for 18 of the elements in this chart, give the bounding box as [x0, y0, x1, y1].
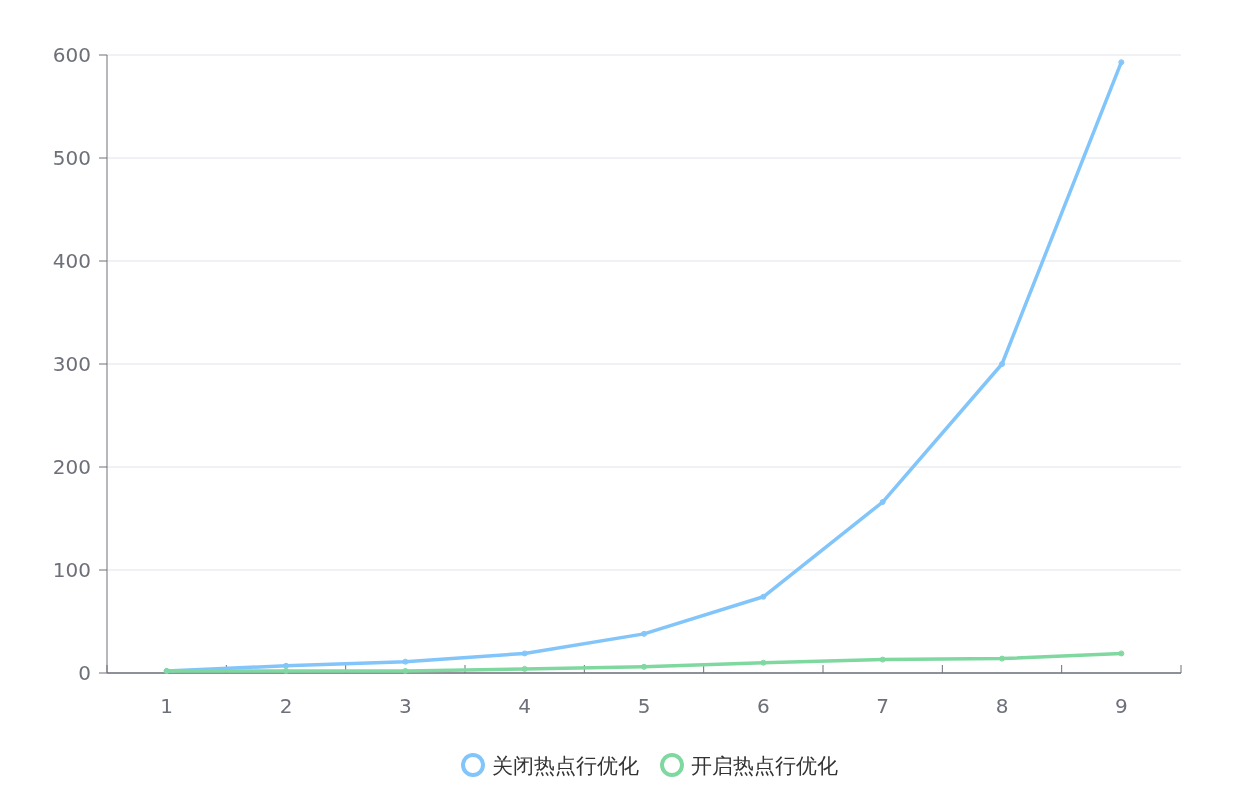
x-tick-label: 4	[518, 694, 532, 718]
x-tick-label: 9	[1114, 694, 1128, 718]
y-tick-label: 400	[52, 249, 91, 273]
x-tick-label: 7	[876, 694, 890, 718]
x-tick-label: 5	[637, 694, 651, 718]
x-tick-label: 8	[995, 694, 1009, 718]
y-tick-label: 600	[52, 43, 91, 67]
x-tick-label: 1	[160, 694, 174, 718]
y-tick-label: 100	[52, 558, 91, 582]
x-tick-label: 6	[756, 694, 770, 718]
x-tick-label: 2	[279, 694, 293, 718]
y-tick-label: 200	[52, 455, 91, 479]
legend-label: 开启热点行优化	[691, 754, 838, 778]
y-tick-label: 500	[52, 146, 91, 170]
y-tick-label: 0	[78, 661, 91, 685]
y-tick-label: 300	[52, 352, 91, 376]
legend-label: 关闭热点行优化	[492, 754, 639, 778]
x-tick-label: 3	[398, 694, 412, 718]
